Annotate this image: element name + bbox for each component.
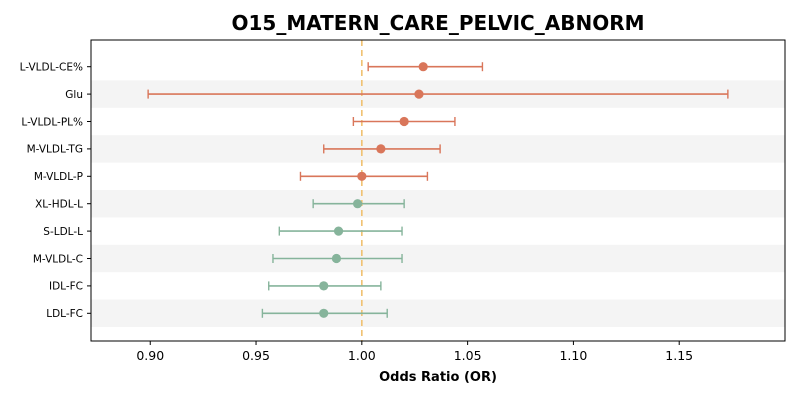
- y-tick-label: Glu: [65, 89, 83, 101]
- row-band: [91, 299, 785, 327]
- or-point: [319, 308, 329, 318]
- chart-title: O15_MATERN_CARE_PELVIC_ABNORM: [232, 11, 645, 35]
- y-tick-label: IDL-FC: [49, 281, 83, 293]
- plot-frame: [90, 39, 786, 342]
- x-axis: 0.90 0.95 1.00 1.05 1.10 1.15: [136, 341, 693, 363]
- x-tick-label: 1.10: [559, 348, 587, 363]
- y-tick-label: M-VLDL-P: [34, 171, 83, 183]
- or-point: [399, 116, 409, 127]
- y-tick-label: L-VLDL-CE%: [20, 62, 83, 74]
- or-point: [414, 89, 424, 99]
- or-point: [352, 199, 363, 209]
- y-tick-label: L-VLDL-PL%: [21, 116, 83, 128]
- row-band: [91, 244, 785, 273]
- x-tick-label: 0.90: [136, 348, 164, 363]
- or-point: [319, 281, 329, 291]
- row-bands: [91, 80, 785, 327]
- x-tick-label: 1.05: [454, 348, 482, 363]
- y-axis: L-VLDL-CE% Glu L-VLDL-PL% M-VLDL-TG M-VLDL-P…: [20, 62, 91, 320]
- row-band: [91, 190, 785, 218]
- y-tick-label: LDL-FC: [46, 308, 83, 320]
- or-point: [418, 62, 428, 72]
- y-tick-label: M-VLDL-C: [33, 253, 83, 265]
- or-point: [333, 226, 344, 236]
- y-tick-label: M-VLDL-TG: [27, 144, 83, 156]
- x-axis-label: Odds Ratio (OR): [379, 370, 497, 385]
- x-tick-label: 1.15: [665, 348, 693, 363]
- or-point: [331, 253, 342, 264]
- y-tick-label: XL-HDL-L: [35, 199, 83, 211]
- y-tick-label: S-LDL-L: [43, 226, 83, 238]
- chart-marks: [147, 62, 729, 318]
- or-point: [376, 144, 386, 154]
- or-point: [357, 171, 367, 181]
- x-tick-label: 1.00: [348, 348, 376, 363]
- x-tick-label: 0.95: [242, 348, 270, 363]
